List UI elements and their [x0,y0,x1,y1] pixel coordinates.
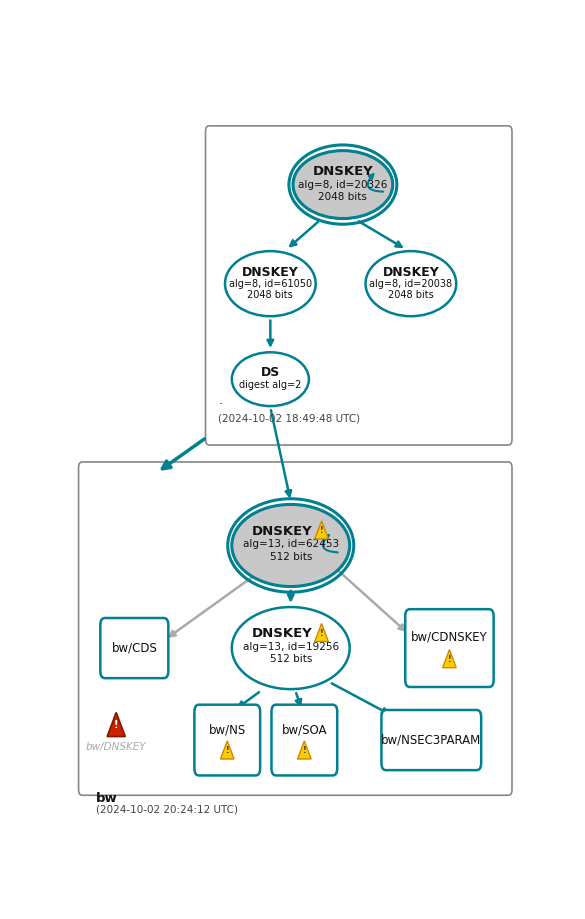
FancyBboxPatch shape [101,618,168,678]
Ellipse shape [225,251,316,316]
FancyBboxPatch shape [78,462,512,795]
Text: DS: DS [261,366,280,379]
Text: alg=8, id=61050: alg=8, id=61050 [229,279,312,289]
Polygon shape [107,712,125,736]
Polygon shape [221,741,234,759]
Text: !: ! [320,629,324,638]
Text: !: ! [114,720,118,731]
Text: DNSKEY: DNSKEY [252,525,312,538]
Text: (2024-10-02 18:49:48 UTC): (2024-10-02 18:49:48 UTC) [218,414,360,423]
Text: 2048 bits: 2048 bits [318,192,367,202]
Text: !: ! [302,746,306,755]
Ellipse shape [366,251,456,316]
Text: alg=13, id=19256: alg=13, id=19256 [243,641,339,652]
Text: bw/CDNSKEY: bw/CDNSKEY [411,631,488,644]
Text: bw/DNSKEY: bw/DNSKEY [86,743,146,752]
FancyBboxPatch shape [271,705,337,776]
Text: DNSKEY: DNSKEY [252,628,312,641]
Text: bw/NSEC3PARAM: bw/NSEC3PARAM [381,733,481,746]
Ellipse shape [232,607,350,689]
Polygon shape [315,521,328,539]
Polygon shape [298,741,311,759]
Text: 2048 bits: 2048 bits [247,290,293,300]
Text: alg=8, id=20326: alg=8, id=20326 [298,180,388,190]
FancyBboxPatch shape [205,126,512,445]
Text: DNSKEY: DNSKEY [242,266,299,278]
Text: .: . [218,394,222,407]
Text: DNSKEY: DNSKEY [383,266,439,278]
Text: (2024-10-02 20:24:12 UTC): (2024-10-02 20:24:12 UTC) [96,804,238,814]
Text: !: ! [225,746,229,755]
FancyBboxPatch shape [405,609,494,687]
Text: !: ! [320,526,324,535]
Text: 2048 bits: 2048 bits [388,290,433,300]
Text: !: ! [448,654,451,664]
FancyBboxPatch shape [381,710,481,770]
Ellipse shape [232,505,350,586]
Text: alg=13, id=62453: alg=13, id=62453 [243,539,339,549]
Text: DNSKEY: DNSKEY [312,165,373,178]
FancyBboxPatch shape [194,705,260,776]
Text: 512 bits: 512 bits [270,654,312,664]
Text: bw/SOA: bw/SOA [281,723,327,737]
Ellipse shape [293,151,393,219]
Text: bw/CDS: bw/CDS [111,641,157,654]
Text: 512 bits: 512 bits [270,551,312,562]
Polygon shape [315,623,328,641]
Text: bw: bw [96,791,118,805]
Text: alg=8, id=20038: alg=8, id=20038 [369,279,452,289]
Polygon shape [443,650,456,668]
Ellipse shape [232,352,309,406]
Text: digest alg=2: digest alg=2 [239,380,301,390]
Text: bw/NS: bw/NS [209,723,246,737]
